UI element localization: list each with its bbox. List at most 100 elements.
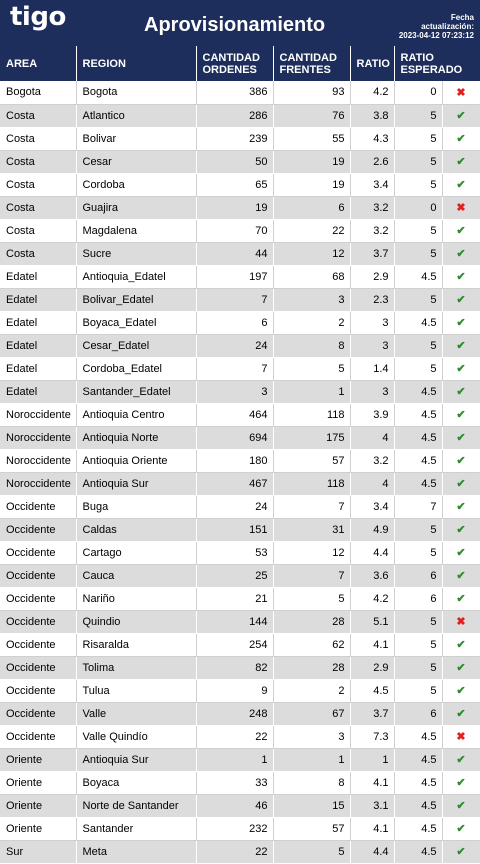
cell-ratio-esperado: 5 xyxy=(394,679,443,703)
table-row[interactable]: Edatel Boyaca_Edatel 6 2 3 4.5 ✔ xyxy=(0,311,480,335)
cell-cantidad-frentes: 7 xyxy=(273,495,351,519)
cross-icon: ✖ xyxy=(442,81,480,105)
cell-ratio-esperado: 5 xyxy=(394,127,443,151)
cell-ratio-esperado: 5 xyxy=(394,104,443,128)
cell-ratio-esperado: 0 xyxy=(394,81,443,105)
check-icon: ✔ xyxy=(442,817,480,841)
table-row[interactable]: Oriente Santander 232 57 4.1 4.5 ✔ xyxy=(0,817,480,841)
table-row[interactable]: Edatel Santander_Edatel 3 1 3 4.5 ✔ xyxy=(0,380,480,404)
cell-ratio: 4.9 xyxy=(350,518,395,542)
check-icon: ✔ xyxy=(442,702,480,726)
table-row[interactable]: Costa Sucre 44 12 3.7 5 ✔ xyxy=(0,242,480,266)
cell-area: Costa xyxy=(0,219,77,243)
cell-area: Oriente xyxy=(0,771,77,795)
cell-cantidad-ordenes: 386 xyxy=(196,81,274,105)
cell-ratio-esperado: 4.5 xyxy=(394,449,443,473)
table-row[interactable]: Costa Guajira 19 6 3.2 0 ✖ xyxy=(0,196,480,220)
cell-region: Cartago xyxy=(76,541,197,565)
cell-area: Noroccidente xyxy=(0,449,77,473)
cell-cantidad-ordenes: 197 xyxy=(196,265,274,289)
cell-ratio: 3.7 xyxy=(350,242,395,266)
table-header-row: AREA REGION CANTIDAD ORDENES CANTIDAD FREN… xyxy=(0,46,480,81)
column-header-area[interactable]: AREA xyxy=(0,46,77,81)
cell-ratio-esperado: 7 xyxy=(394,495,443,519)
header-bar: tigo Aprovisionamiento Fecha actualizaci… xyxy=(0,0,480,46)
cell-ratio: 4.1 xyxy=(350,817,395,841)
cell-area: Noroccidente xyxy=(0,472,77,496)
cell-cantidad-ordenes: 82 xyxy=(196,656,274,680)
cell-area: Occidente xyxy=(0,518,77,542)
table-row[interactable]: Occidente Risaralda 254 62 4.1 5 ✔ xyxy=(0,633,480,657)
cell-region: Bogota xyxy=(76,81,197,105)
table-row[interactable]: Occidente Valle 248 67 3.7 6 ✔ xyxy=(0,702,480,726)
table-row[interactable]: Costa Cesar 50 19 2.6 5 ✔ xyxy=(0,150,480,174)
column-header-ordenes[interactable]: CANTIDAD ORDENES xyxy=(196,46,274,81)
table-row[interactable]: Occidente Tulua 9 2 4.5 5 ✔ xyxy=(0,679,480,703)
table-row[interactable]: Edatel Cesar_Edatel 24 8 3 5 ✔ xyxy=(0,334,480,358)
table-row[interactable]: Oriente Boyaca 33 8 4.1 4.5 ✔ xyxy=(0,771,480,795)
cell-area: Bogota xyxy=(0,81,77,105)
table-row[interactable]: Costa Atlantico 286 76 3.8 5 ✔ xyxy=(0,104,480,128)
cell-cantidad-frentes: 7 xyxy=(273,564,351,588)
cell-cantidad-ordenes: 464 xyxy=(196,403,274,427)
cell-region: Bolivar xyxy=(76,127,197,151)
last-update: Fecha actualización: 2023-04-12 07:23:12 xyxy=(374,13,474,40)
cell-ratio: 3 xyxy=(350,334,395,358)
cell-ratio: 3 xyxy=(350,380,395,404)
check-icon: ✔ xyxy=(442,104,480,128)
table-row[interactable]: Occidente Nariño 21 5 4.2 6 ✔ xyxy=(0,587,480,611)
table-body: Bogota Bogota 386 93 4.2 0 ✖ Costa Atlantico 286 7… xyxy=(0,81,480,864)
cell-region: Buga xyxy=(76,495,197,519)
table-row[interactable]: Costa Magdalena 70 22 3.2 5 ✔ xyxy=(0,219,480,243)
cell-cantidad-ordenes: 9 xyxy=(196,679,274,703)
cell-cantidad-ordenes: 50 xyxy=(196,150,274,174)
table-row[interactable]: Costa Cordoba 65 19 3.4 5 ✔ xyxy=(0,173,480,197)
table-row[interactable]: Edatel Antioquia_Edatel 197 68 2.9 4.5 ✔ xyxy=(0,265,480,289)
column-header-frentes[interactable]: CANTIDAD FRENTES xyxy=(273,46,351,81)
table-row[interactable]: Occidente Buga 24 7 3.4 7 ✔ xyxy=(0,495,480,519)
cell-region: Antioquia Sur xyxy=(76,748,197,772)
column-header-region[interactable]: REGION xyxy=(76,46,197,81)
table-row[interactable]: Occidente Valle Quindío 22 3 7.3 4.5 ✖ xyxy=(0,725,480,749)
table-row[interactable]: Edatel Cordoba_Edatel 7 5 1.4 5 ✔ xyxy=(0,357,480,381)
cell-region: Valle Quindío xyxy=(76,725,197,749)
cell-ratio: 2.9 xyxy=(350,656,395,680)
cell-area: Noroccidente xyxy=(0,426,77,450)
table-row[interactable]: Occidente Caldas 151 31 4.9 5 ✔ xyxy=(0,518,480,542)
cell-cantidad-ordenes: 46 xyxy=(196,794,274,818)
column-header-ratio-esperado[interactable]: RATIO ESPERADO xyxy=(394,46,480,81)
table-row[interactable]: Occidente Cauca 25 7 3.6 6 ✔ xyxy=(0,564,480,588)
column-header-ratio[interactable]: RATIO xyxy=(350,46,395,81)
cell-area: Noroccidente xyxy=(0,403,77,427)
cell-ratio: 5.1 xyxy=(350,610,395,634)
table-row[interactable]: Noroccidente Antioquia Oriente 180 57 3.2 4.5… xyxy=(0,449,480,473)
cell-cantidad-ordenes: 33 xyxy=(196,771,274,795)
cell-cantidad-frentes: 28 xyxy=(273,656,351,680)
cell-area: Oriente xyxy=(0,817,77,841)
table-row[interactable]: Noroccidente Antioquia Norte 694 175 4 4.5 ✔ xyxy=(0,426,480,450)
check-icon: ✔ xyxy=(442,495,480,519)
cell-ratio-esperado: 5 xyxy=(394,242,443,266)
table-row[interactable]: Noroccidente Antioquia Sur 467 118 4 4.5 ✔ xyxy=(0,472,480,496)
cell-cantidad-ordenes: 7 xyxy=(196,288,274,312)
table-row[interactable]: Occidente Tolima 82 28 2.9 5 ✔ xyxy=(0,656,480,680)
table-row[interactable]: Oriente Norte de Santander 46 15 3.1 4.5 ✔ xyxy=(0,794,480,818)
table-row[interactable]: Sur Meta 22 5 4.4 4.5 ✔ xyxy=(0,840,480,864)
cell-area: Costa xyxy=(0,173,77,197)
table-row[interactable]: Noroccidente Antioquia Centro 464 118 3.9 4.5… xyxy=(0,403,480,427)
cell-area: Edatel xyxy=(0,357,77,381)
cell-cantidad-ordenes: 694 xyxy=(196,426,274,450)
table-row[interactable]: Costa Bolivar 239 55 4.3 5 ✔ xyxy=(0,127,480,151)
table-row[interactable]: Bogota Bogota 386 93 4.2 0 ✖ xyxy=(0,81,480,105)
table-row[interactable]: Occidente Cartago 53 12 4.4 5 ✔ xyxy=(0,541,480,565)
cell-cantidad-ordenes: 232 xyxy=(196,817,274,841)
cell-ratio-esperado: 5 xyxy=(394,219,443,243)
cell-cantidad-frentes: 5 xyxy=(273,357,351,381)
cell-ratio: 3.7 xyxy=(350,702,395,726)
cell-region: Antioquia Norte xyxy=(76,426,197,450)
table-row[interactable]: Oriente Antioquia Sur 1 1 1 4.5 ✔ xyxy=(0,748,480,772)
cell-area: Edatel xyxy=(0,334,77,358)
table-row[interactable]: Occidente Quindio 144 28 5.1 5 ✖ xyxy=(0,610,480,634)
table-row[interactable]: Edatel Bolivar_Edatel 7 3 2.3 5 ✔ xyxy=(0,288,480,312)
cell-ratio: 2.6 xyxy=(350,150,395,174)
